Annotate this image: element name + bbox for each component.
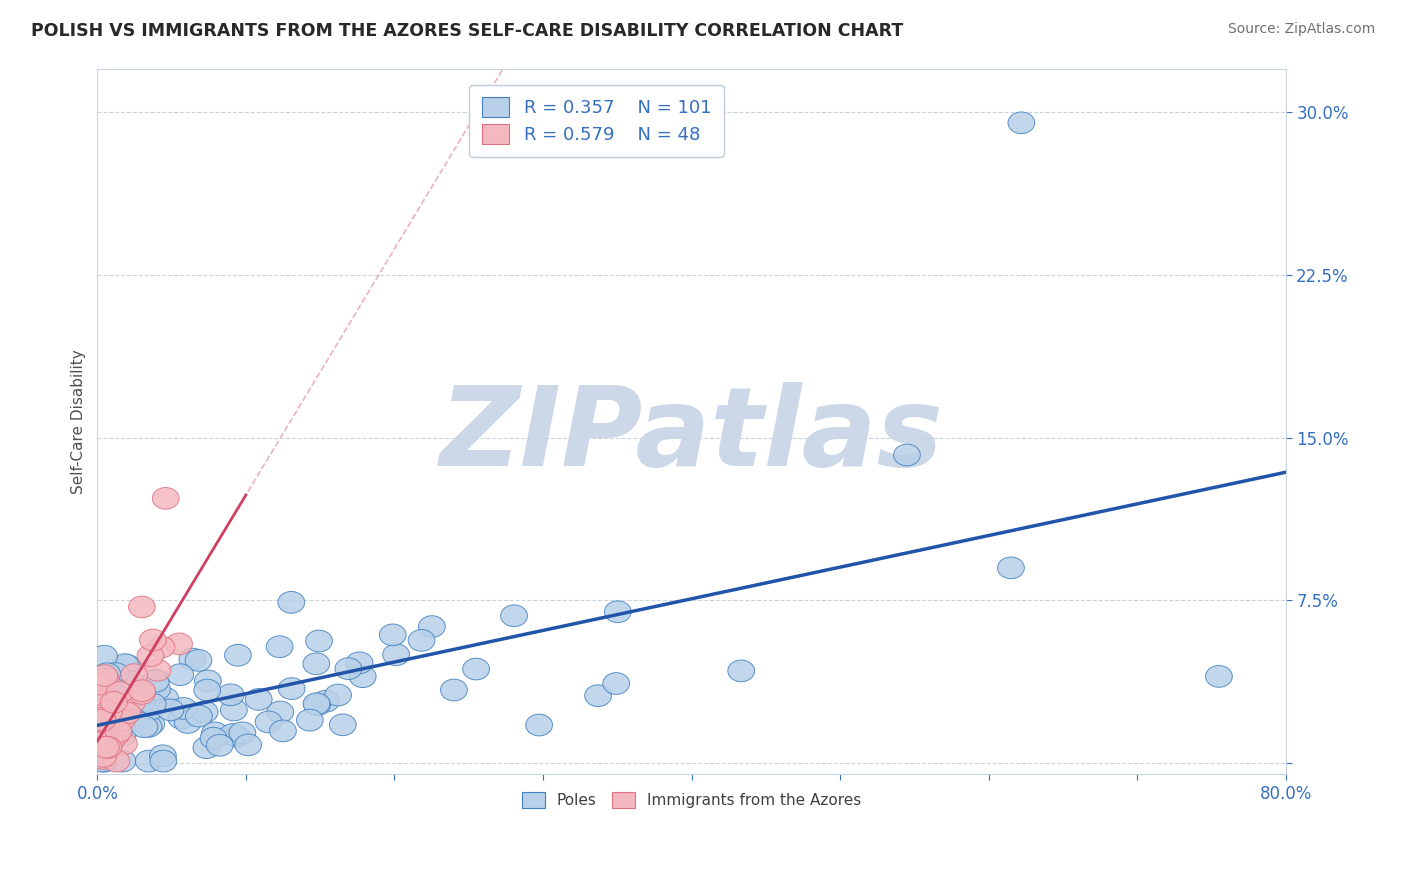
Text: POLISH VS IMMIGRANTS FROM THE AZORES SELF-CARE DISABILITY CORRELATION CHART: POLISH VS IMMIGRANTS FROM THE AZORES SEL… (31, 22, 903, 40)
Text: ZIPatlas: ZIPatlas (440, 382, 943, 489)
Text: Source: ZipAtlas.com: Source: ZipAtlas.com (1227, 22, 1375, 37)
Y-axis label: Self-Care Disability: Self-Care Disability (72, 349, 86, 493)
Legend: Poles, Immigrants from the Azores: Poles, Immigrants from the Azores (515, 785, 869, 816)
